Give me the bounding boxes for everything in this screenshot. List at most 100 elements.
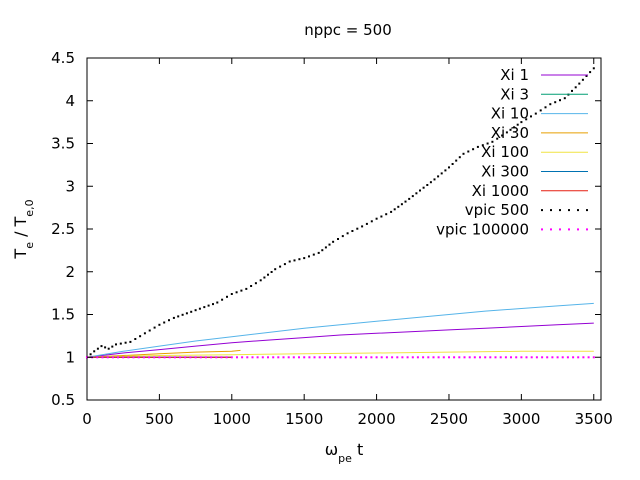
y-tick-label: 1 [65, 348, 75, 366]
series-dot [106, 356, 109, 359]
legend-label: Xi 1000 [472, 182, 529, 200]
series-dot [530, 115, 532, 118]
series-dot [361, 225, 364, 228]
series-dot [481, 144, 484, 147]
series-dot [365, 356, 368, 359]
series-dot [194, 309, 197, 312]
series-dot [356, 227, 359, 230]
series-dot [111, 345, 114, 348]
x-tick-label: 3500 [575, 410, 613, 428]
series-dot [101, 356, 104, 359]
series-dot [400, 203, 403, 206]
x-axis-label: ωpe t [325, 440, 364, 465]
series-dot [173, 356, 176, 359]
series-dot [283, 263, 286, 266]
series-dot [139, 335, 142, 338]
series-dot [220, 356, 223, 359]
series-dot [194, 356, 197, 359]
series-dot [458, 356, 461, 359]
series-dot [332, 240, 335, 243]
series-dot [293, 259, 296, 262]
series-dot [416, 356, 419, 359]
series-dot [339, 356, 342, 359]
series-dot [578, 82, 581, 85]
series-dot [308, 255, 310, 258]
series-dot [212, 303, 214, 306]
series-dot [134, 338, 137, 340]
series-dot [148, 356, 151, 359]
series-dot [137, 356, 140, 359]
y-tick-label: 2.5 [51, 220, 75, 238]
series-dot [561, 356, 564, 359]
series-dot [494, 356, 497, 359]
series-dot [236, 356, 238, 359]
series-dot [198, 307, 201, 310]
series-dot [509, 128, 512, 131]
series-dot [158, 323, 161, 326]
series-dot [401, 356, 404, 359]
legend-label: Xi 30 [491, 124, 529, 142]
legend-swatch-dot [559, 209, 561, 212]
series-dot [472, 148, 475, 151]
series-dot [129, 340, 132, 343]
series-dot [107, 347, 110, 350]
series-dot [267, 273, 269, 276]
series-dot [422, 356, 425, 359]
series-dot [259, 279, 262, 282]
series-dot [404, 200, 407, 203]
series-dot [411, 195, 414, 198]
chart-title: nppc = 500 [304, 21, 392, 39]
legend-swatch-dot [586, 228, 588, 231]
series-dot [172, 316, 175, 319]
series-dot [380, 215, 383, 218]
series-dot [375, 217, 378, 220]
series-line [86, 349, 241, 358]
series-dot [354, 356, 357, 359]
legend-swatch-dot [577, 228, 579, 231]
series-dot [592, 356, 595, 359]
y-tick-label: 0.5 [51, 391, 75, 409]
legend-label: Xi 10 [491, 105, 529, 123]
series-dot [312, 253, 315, 256]
series-dot [251, 356, 254, 359]
series-dot [589, 71, 592, 74]
series-dot [263, 276, 266, 279]
series-dot [181, 313, 184, 316]
legend-swatch-dot [586, 209, 588, 212]
series-dot [455, 159, 458, 162]
series-dot [525, 356, 528, 359]
series-dot [153, 326, 156, 329]
series-dot [287, 356, 290, 359]
legend-label: Xi 300 [481, 163, 529, 181]
series-dot [419, 189, 421, 192]
series-dot [370, 220, 373, 223]
series-dot [282, 356, 285, 359]
series-dot [422, 186, 425, 189]
series-dot [559, 99, 561, 102]
y-tick-label: 3.5 [51, 135, 75, 153]
series-dot [204, 356, 207, 359]
series-dot [329, 356, 331, 359]
series-dot [433, 178, 436, 181]
series-dot [323, 356, 326, 359]
series-dot [530, 356, 533, 359]
series-dot [571, 89, 573, 92]
series-dot [467, 150, 470, 153]
series-dot [426, 184, 429, 186]
series-dot [344, 356, 347, 359]
series-dot [525, 118, 528, 121]
series-layer [86, 67, 595, 359]
series-dot [574, 86, 577, 89]
series-dot [225, 356, 228, 359]
series-dot [516, 123, 519, 126]
series-dot [203, 306, 206, 309]
series-line [86, 350, 594, 358]
series-dot [349, 356, 352, 359]
series-dot [341, 235, 344, 238]
series-dot [462, 152, 465, 155]
series-dot [427, 356, 430, 359]
series-dot [241, 356, 244, 359]
series-dot [250, 285, 253, 287]
series-dot [210, 356, 213, 359]
